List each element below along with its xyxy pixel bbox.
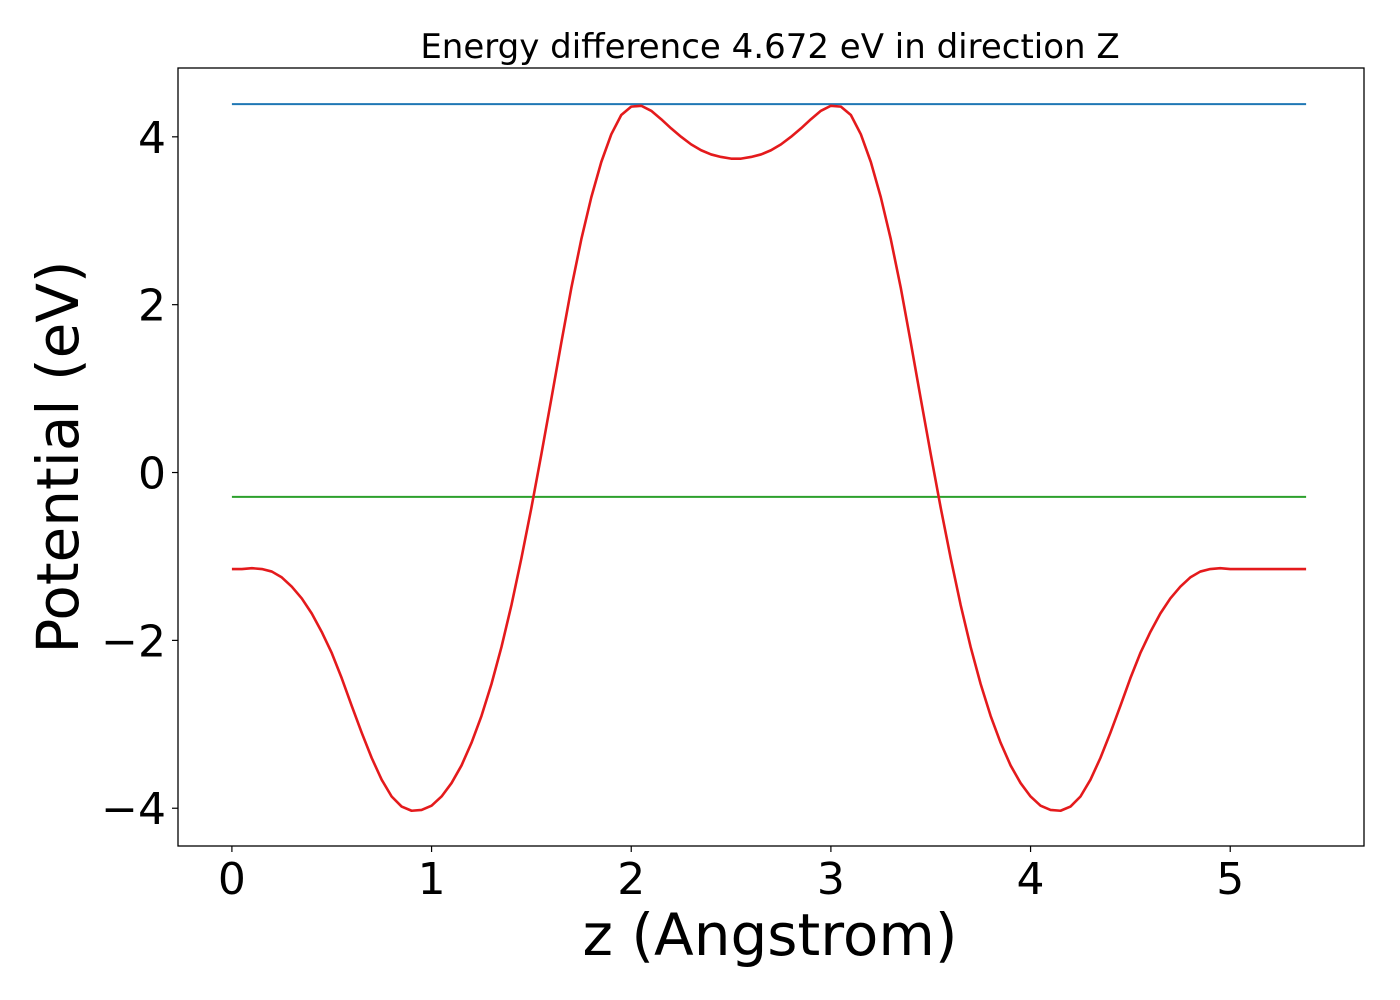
y-axis: −4 −2 0 2 4: [101, 113, 178, 835]
x-tick-label: 4: [1017, 854, 1045, 905]
x-tick-label: 1: [418, 854, 446, 905]
plot-frame: [177, 67, 1365, 847]
y-tick-label: 4: [138, 113, 166, 164]
series-layer: [231, 103, 1307, 813]
y-tick-label: 0: [138, 449, 166, 500]
series-line-3: [231, 104, 1307, 813]
y-tick-label: 2: [138, 281, 166, 332]
chart-title: Energy difference 4.672 eV in direction …: [420, 27, 1119, 67]
x-tick-label: 2: [617, 854, 645, 905]
x-tick-label: 0: [218, 854, 246, 905]
y-tick-label: −2: [101, 616, 166, 667]
x-tick-label: 3: [817, 854, 845, 905]
y-tick-label: −4: [101, 784, 166, 835]
x-tick-label: 5: [1216, 854, 1244, 905]
y-axis-label: Potential (eV): [24, 260, 92, 653]
x-axis: 0 1 2 3 4 5: [218, 846, 1244, 905]
x-axis-label: z (Angstrom): [583, 901, 958, 969]
